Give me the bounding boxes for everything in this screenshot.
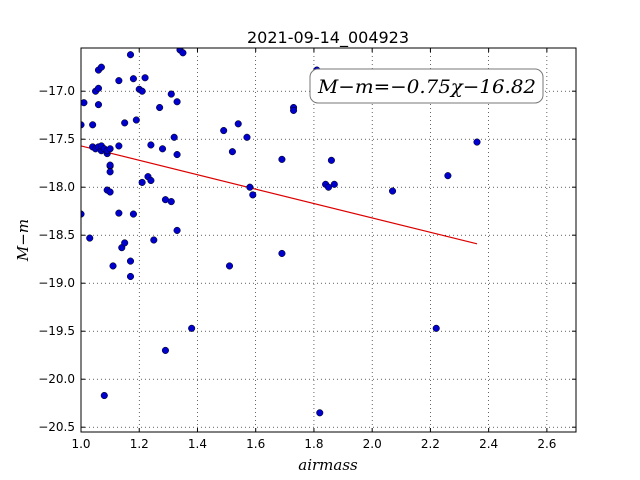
data-point — [228, 148, 236, 156]
data-point — [170, 133, 178, 141]
data-point — [94, 84, 103, 92]
data-point — [94, 101, 103, 109]
data-point — [86, 234, 94, 242]
data-point — [126, 272, 135, 281]
data-point — [167, 198, 175, 206]
data-point — [278, 249, 286, 257]
data-point — [278, 155, 286, 163]
data-point — [225, 262, 234, 270]
y-tick-label: −17.0 — [38, 84, 75, 98]
data-point — [188, 324, 196, 332]
x-tick-label: 1.6 — [246, 437, 265, 451]
x-tick-label: 1.0 — [71, 437, 90, 451]
data-point — [147, 141, 155, 149]
data-point — [121, 239, 129, 247]
data-point — [81, 121, 85, 129]
grid — [80, 48, 576, 432]
data-point — [290, 106, 298, 114]
data-point — [150, 236, 158, 244]
data-point — [109, 262, 117, 270]
annotation-box — [309, 68, 544, 104]
x-tick-label: 1.8 — [304, 437, 323, 451]
data-point — [129, 210, 137, 218]
y-tick-label: −17.5 — [38, 132, 75, 146]
annotation-text: M−m=−0.75χ−16.82 — [317, 76, 536, 98]
data-point — [106, 168, 114, 176]
data-point — [179, 49, 187, 57]
x-tick-label: 2.0 — [363, 437, 382, 451]
data-point — [220, 127, 228, 135]
data-point — [444, 172, 452, 180]
y-axis-ticks: −17.0 −17.5 −18.0 −18.5 −19.0 −19.5 −20.0 −20.5 — [38, 84, 576, 434]
data-point — [97, 63, 105, 71]
data-point — [327, 156, 335, 164]
data-point — [173, 151, 181, 159]
data-point — [138, 178, 146, 186]
data-point — [173, 226, 181, 234]
y-tick-label: −18.5 — [38, 228, 75, 242]
data-point — [138, 87, 146, 95]
fit-line — [81, 145, 478, 245]
y-axis-label: M−m — [14, 219, 32, 262]
data-points — [81, 48, 481, 417]
x-tick-label: 1.2 — [130, 437, 149, 451]
data-point — [115, 209, 123, 217]
data-point — [161, 346, 169, 354]
data-point — [81, 99, 88, 107]
data-point — [234, 120, 242, 128]
fit-annotation: M−m=−0.75χ−16.82 — [309, 68, 544, 104]
data-point — [156, 103, 164, 112]
data-point — [473, 138, 481, 146]
data-point — [316, 409, 324, 417]
axes-frame — [80, 47, 577, 433]
y-tick-label: −19.0 — [38, 276, 75, 290]
data-point — [132, 116, 140, 124]
plot-area — [81, 48, 576, 432]
data-point — [249, 191, 257, 199]
data-point — [115, 77, 123, 85]
data-point — [115, 142, 123, 150]
y-tick-label: −19.5 — [38, 324, 75, 338]
data-point — [106, 161, 114, 169]
data-point — [81, 210, 85, 218]
y-tick-label: −20.0 — [38, 372, 75, 386]
fit-line-group — [81, 145, 478, 245]
y-tick-label: −18.0 — [38, 180, 75, 194]
chart-title: 2021-09-14_004923 — [247, 28, 409, 48]
data-point — [126, 257, 135, 265]
y-tick-label: −20.5 — [38, 420, 75, 434]
data-point — [246, 183, 254, 191]
data-point — [147, 176, 155, 185]
data-point — [167, 90, 175, 98]
data-point — [121, 119, 129, 127]
data-point — [173, 98, 181, 106]
data-point — [432, 324, 440, 332]
data-point — [324, 183, 333, 191]
x-tick-label: 2.6 — [537, 437, 556, 451]
x-tick-label: 1.4 — [188, 437, 207, 451]
data-point — [389, 187, 397, 195]
data-point — [158, 145, 167, 153]
data-point — [330, 180, 338, 188]
data-point — [89, 121, 97, 129]
x-axis-label: airmass — [298, 456, 358, 474]
x-axis-ticks: 1.0 1.2 1.4 1.6 1.8 2.0 2.2 2.4 2.6 — [71, 48, 556, 451]
data-point — [243, 133, 251, 141]
data-point — [129, 75, 137, 83]
data-point — [106, 145, 114, 153]
data-point — [100, 391, 108, 400]
data-point — [141, 74, 149, 82]
x-tick-label: 2.2 — [421, 437, 440, 451]
x-tick-label: 2.4 — [479, 437, 498, 451]
data-point — [126, 51, 135, 59]
data-point — [106, 188, 114, 196]
